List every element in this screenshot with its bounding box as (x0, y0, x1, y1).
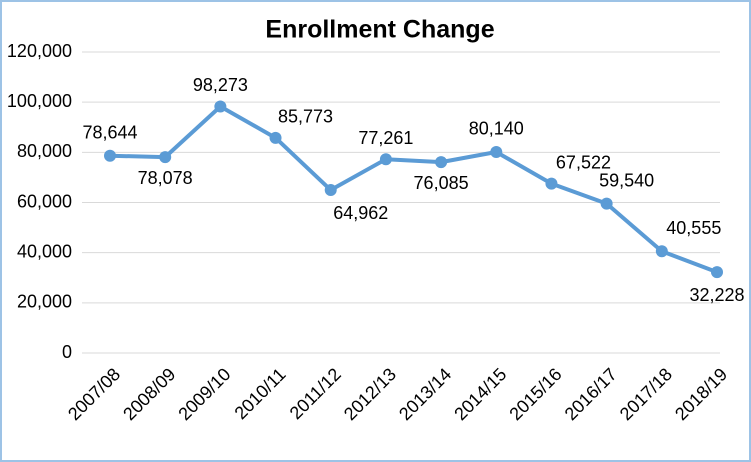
data-point (214, 100, 227, 113)
data-point (104, 149, 116, 162)
data-point (324, 184, 337, 197)
data-point (545, 177, 558, 190)
data-label: 40,555 (666, 218, 721, 238)
data-label: 76,085 (414, 173, 469, 193)
data-label: 98,273 (193, 75, 248, 95)
data-label: 67,522 (556, 152, 611, 172)
y-tick-label: 60,000 (17, 191, 72, 211)
y-tick-label: 100,000 (7, 91, 72, 111)
y-tick-label: 120,000 (7, 41, 72, 61)
data-label: 85,773 (278, 107, 333, 127)
data-label: 78,644 (82, 122, 137, 142)
data-label: 80,140 (469, 119, 524, 139)
data-label: 64,962 (333, 203, 388, 223)
data-line (109, 104, 718, 275)
data-label: 32,228 (689, 285, 744, 305)
data-point (435, 156, 448, 169)
data-label: 59,540 (599, 170, 654, 190)
data-point (655, 245, 668, 258)
data-label: 78,078 (138, 168, 193, 188)
data-point (711, 266, 723, 279)
data-point (269, 131, 282, 144)
y-tick-label: 80,000 (17, 141, 72, 161)
y-tick-label: 40,000 (17, 241, 72, 261)
data-point (600, 197, 613, 210)
data-point (379, 153, 392, 166)
data-point (490, 145, 503, 158)
y-tick-label: 0 (62, 342, 72, 362)
chart-title: Enrollment Change (265, 16, 494, 44)
data-point (159, 151, 172, 164)
data-label: 77,261 (358, 128, 413, 148)
y-tick-label: 20,000 (17, 292, 72, 312)
